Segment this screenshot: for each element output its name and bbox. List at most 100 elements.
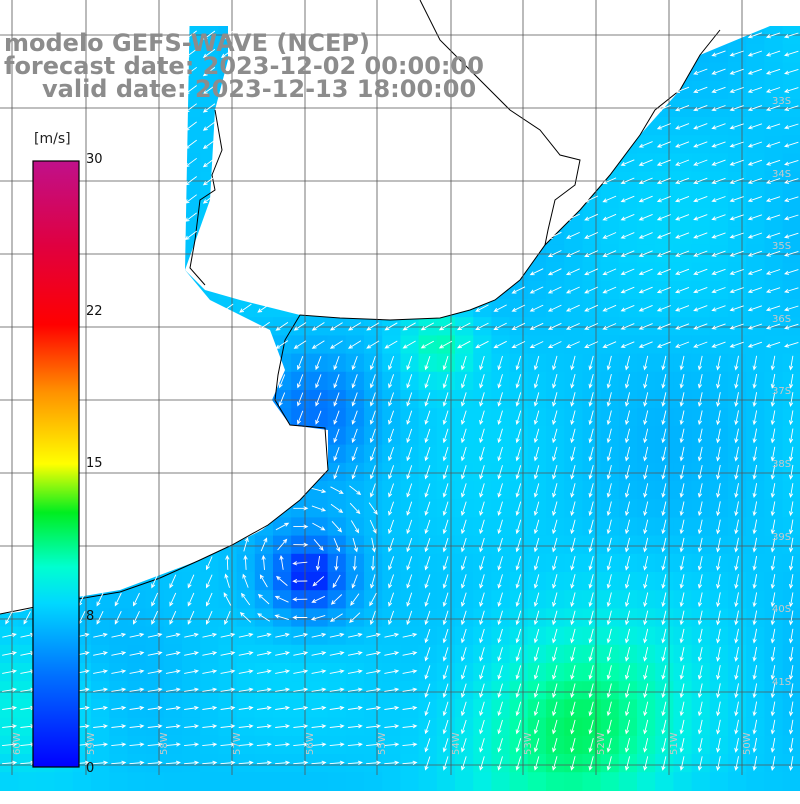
wind-arrow [275, 760, 291, 765]
wind-speed-cell [254, 772, 274, 791]
wind-arrow [711, 86, 726, 93]
wind-arrow [693, 86, 708, 93]
wind-arrow [275, 522, 290, 531]
lat-label: 39S [772, 532, 792, 543]
wind-arrow [584, 250, 599, 257]
wind-speed-cell [127, 772, 147, 791]
wind-arrow [752, 683, 758, 699]
wind-arrow [202, 651, 218, 656]
wind-arrow [788, 519, 794, 535]
wind-arrow [606, 646, 612, 662]
wind-arrow [93, 687, 109, 692]
wind-arrow [656, 177, 671, 185]
wind-arrow [656, 250, 671, 257]
wind-arrow [312, 576, 325, 587]
wind-arrow [460, 465, 467, 480]
wind-arrow [224, 610, 231, 625]
wind-arrow [752, 501, 758, 517]
wind-arrow [588, 665, 594, 680]
wind-arrow [697, 574, 703, 589]
wind-arrow [442, 355, 449, 371]
lat-label: 40S [772, 604, 792, 615]
wind-arrow [697, 719, 703, 735]
wind-arrow [770, 610, 776, 626]
wind-arrow [693, 286, 708, 294]
wind-arrow [711, 196, 726, 203]
wind-arrow [770, 537, 776, 553]
wind-arrow [643, 537, 649, 553]
wind-arrow [675, 141, 690, 148]
wind-arrow [624, 756, 631, 771]
wind-arrow [369, 410, 376, 425]
wind-arrow [602, 213, 617, 221]
wind-arrow [606, 701, 612, 717]
wind-arrow [624, 355, 631, 371]
wind-arrow [515, 410, 522, 426]
wind-arrow [239, 303, 252, 313]
wind-arrow [788, 610, 794, 626]
wind-arrow [643, 665, 649, 680]
wind-arrow [311, 487, 327, 494]
wind-speed-cell [400, 772, 420, 791]
wind-arrow [788, 756, 794, 772]
wind-arrow [765, 323, 781, 330]
wind-arrow [369, 428, 376, 444]
wind-arrow [366, 651, 382, 656]
wind-arrow [584, 286, 599, 294]
wind-speed-cell [163, 772, 183, 791]
wind-arrow [388, 537, 395, 553]
lat-label: 35S [772, 241, 792, 252]
wind-arrow [311, 742, 327, 747]
wind-arrow [220, 687, 236, 692]
wind-arrow [716, 628, 721, 644]
wind-arrow [406, 501, 413, 516]
wind-arrow [479, 628, 485, 644]
wind-arrow [584, 195, 599, 203]
wind-arrow [529, 322, 544, 330]
wind-arrow [424, 410, 431, 425]
wind-arrow [202, 194, 216, 204]
wind-arrow [406, 556, 413, 571]
wind-arrow [584, 231, 599, 239]
wind-arrow [388, 574, 395, 589]
wind-speed-cell [527, 772, 547, 791]
wind-arrow [533, 628, 540, 644]
wind-arrow [606, 756, 612, 771]
wind-arrow [406, 392, 413, 407]
wind-arrow [202, 176, 216, 186]
wind-arrow [729, 214, 744, 221]
lon-label: 52W [596, 732, 607, 755]
wind-arrow [533, 719, 540, 735]
wind-arrow [184, 121, 197, 131]
wind-arrow [511, 322, 526, 330]
wind-arrow [602, 341, 617, 348]
wind-arrow [602, 268, 617, 276]
wind-arrow [5, 611, 13, 625]
lon-label: 55W [377, 732, 388, 755]
wind-arrow [533, 392, 540, 407]
lat-lon-grid [0, 0, 800, 775]
wind-arrow [697, 647, 703, 662]
wind-arrow [570, 392, 576, 407]
wind-arrow [765, 32, 781, 39]
wind-arrow [93, 742, 109, 747]
wind-arrow [275, 632, 290, 638]
wind-arrow [460, 519, 467, 535]
wind-arrow [388, 519, 395, 535]
wind-speed-cell [600, 772, 620, 791]
wind-arrow [679, 483, 685, 498]
wind-arrow [2, 632, 17, 638]
wind-arrow [606, 501, 612, 517]
wind-arrow [716, 410, 721, 426]
wind-arrow [310, 614, 326, 621]
wind-arrow [693, 214, 708, 221]
wind-arrow [656, 123, 671, 130]
wind-arrow [351, 374, 358, 389]
wind-arrow [765, 87, 781, 93]
wind-arrow [729, 268, 744, 275]
wind-arrow [202, 742, 218, 747]
wind-arrow [638, 141, 653, 148]
wind-arrow [515, 519, 522, 535]
wind-arrow [293, 705, 309, 711]
wind-arrow [711, 141, 726, 148]
